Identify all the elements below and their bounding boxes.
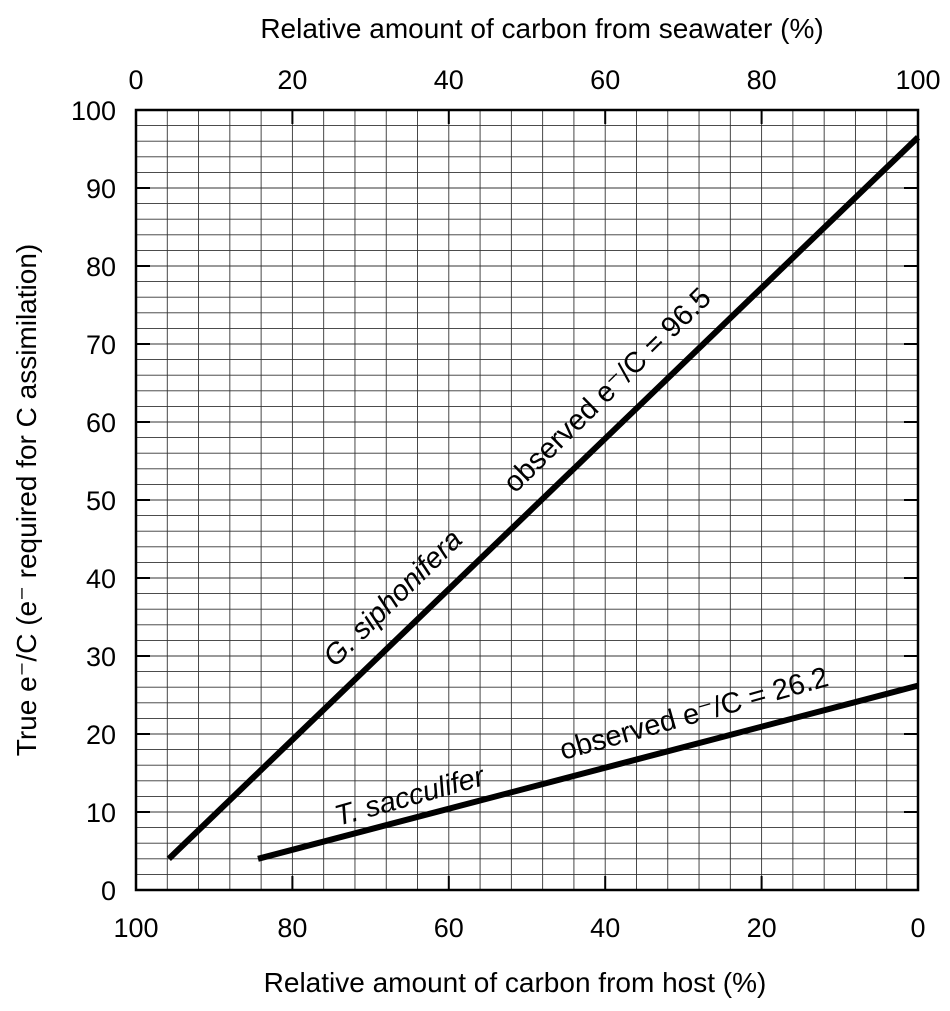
x-axis-bottom-label: Relative amount of carbon from host (%) (264, 967, 767, 998)
tick-labels: 0 20 40 60 80 100 100 80 60 40 20 0 0 10 20 30 40 50 60 70 8… (71, 65, 941, 943)
y-tick-label: 30 (86, 642, 116, 672)
series-line-t-sacculifer (257, 682, 919, 862)
x-tick-label-bottom: 40 (590, 913, 620, 943)
x-tick-label-bottom: 60 (434, 913, 464, 943)
y-tick-label: 80 (86, 252, 116, 282)
y-tick-label: 20 (86, 720, 116, 750)
x-tick-label-bottom: 100 (113, 913, 158, 943)
x-tick-label-top: 80 (747, 65, 777, 95)
x-tick-label-top: 100 (895, 65, 940, 95)
x-tick-label-bottom: 20 (747, 913, 777, 943)
y-tick-label: 60 (86, 408, 116, 438)
x-tick-label-bottom: 80 (277, 913, 307, 943)
y-tick-label: 100 (71, 96, 116, 126)
x-tick-label-top: 40 (434, 65, 464, 95)
series-label-g-siphonifera: G. siphonifera (317, 524, 468, 673)
observed-label-t-sacculifer: observed e⁻/C = 26.2 (556, 661, 832, 766)
series-line-g-siphonifera (166, 135, 921, 861)
series (166, 135, 921, 862)
x-tick-label-bottom: 0 (910, 913, 925, 943)
x-tick-label-top: 60 (590, 65, 620, 95)
y-tick-label: 70 (86, 330, 116, 360)
y-tick-label: 50 (86, 486, 116, 516)
y-tick-label: 0 (101, 876, 116, 906)
y-axis-label: True e⁻/C (e⁻ required for C assimilatio… (11, 244, 42, 756)
y-tick-label: 40 (86, 564, 116, 594)
x-tick-label-top: 0 (128, 65, 143, 95)
grid (136, 110, 918, 890)
tick-marks (135, 109, 919, 891)
y-tick-label: 10 (86, 798, 116, 828)
x-tick-label-top: 20 (277, 65, 307, 95)
y-tick-label: 90 (86, 174, 116, 204)
x-axis-top-label: Relative amount of carbon from seawater … (260, 13, 823, 44)
